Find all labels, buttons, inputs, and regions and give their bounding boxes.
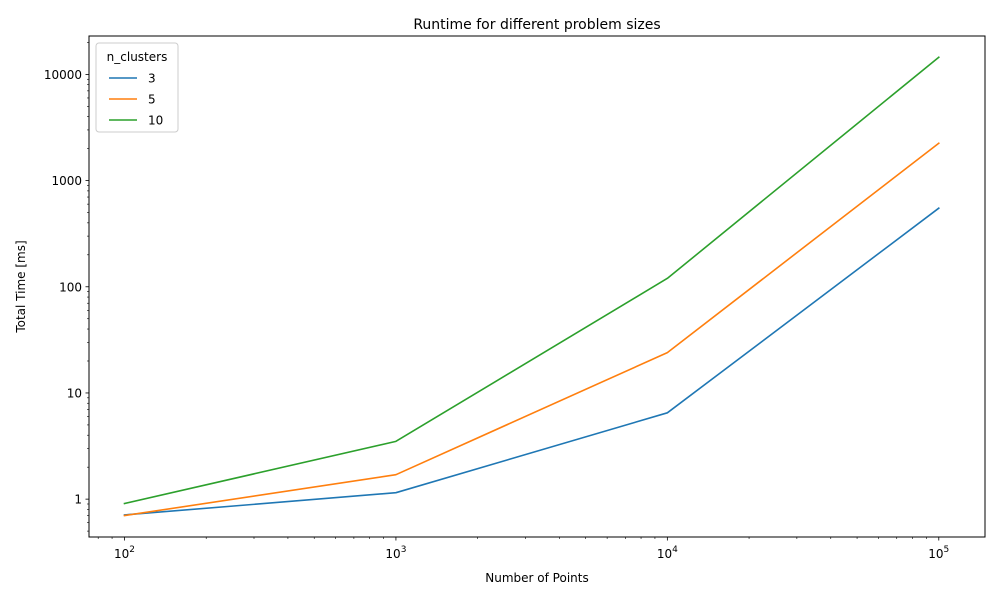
y-tick-label: 1000 [51, 174, 82, 188]
series-line-10 [123, 56, 940, 505]
y-tick-label: 10 [67, 386, 82, 400]
x-axis-label: Number of Points [485, 571, 588, 585]
legend-box [95, 42, 179, 133]
chart-title: Runtime for different problem sizes [413, 17, 660, 33]
y-axis-label: Total Time [ms] [14, 240, 28, 333]
series-line-5 [123, 142, 940, 517]
series-line-3 [123, 207, 940, 516]
series-lines [123, 56, 940, 517]
y-tick-label: 10000 [44, 68, 82, 82]
x-tick-label: 105 [928, 545, 949, 561]
y-tick-label: 1 [74, 493, 82, 507]
legend-label-5: 5 [148, 93, 156, 107]
x-tick-label: 102 [114, 545, 135, 561]
x-tick-label: 104 [657, 545, 678, 561]
plot-frame [88, 35, 986, 538]
legend-label-10: 10 [148, 114, 163, 128]
major-ticks [85, 74, 940, 541]
legend-label-3: 3 [148, 72, 156, 86]
x-tick-label: 103 [385, 545, 406, 561]
legend: n_clusters 3 5 10 [95, 42, 179, 133]
y-tick-label: 100 [59, 280, 82, 294]
legend-title: n_clusters [107, 50, 168, 64]
